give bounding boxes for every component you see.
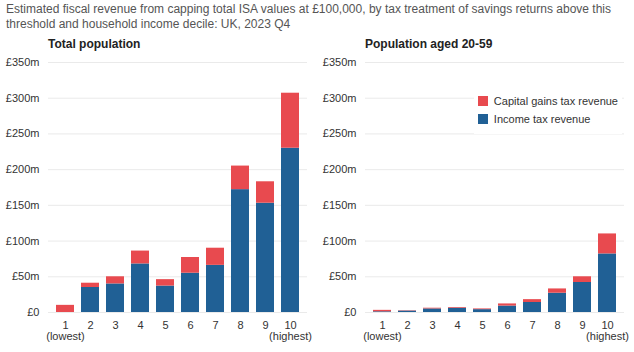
svg-text:£300m: £300m xyxy=(6,92,40,104)
html-text:Total population: Total population xyxy=(48,37,141,51)
svg-text:£100m: £100m xyxy=(323,235,357,247)
svg-text:£0: £0 xyxy=(344,306,356,318)
svg-text:3: 3 xyxy=(112,319,118,331)
svg-text:1(lowest): 1(lowest) xyxy=(46,319,85,342)
html-text:Population aged 20-59: Population aged 20-59 xyxy=(365,37,493,51)
svg-text:£350m: £350m xyxy=(6,56,40,68)
svg-text:1(lowest): 1(lowest) xyxy=(363,319,402,342)
svg-text:£150m: £150m xyxy=(6,199,40,211)
svg-text:6: 6 xyxy=(187,319,193,331)
svg-text:£350m: £350m xyxy=(323,56,357,68)
svg-text:3: 3 xyxy=(429,319,435,331)
html-text:Capital gains tax revenue: Capital gains tax revenue xyxy=(493,95,618,107)
svg-text:£0: £0 xyxy=(27,306,39,318)
svg-text:£300m: £300m xyxy=(323,92,357,104)
svg-text:8: 8 xyxy=(554,319,560,331)
svg-text:9: 9 xyxy=(262,319,268,331)
svg-text:5: 5 xyxy=(162,319,168,331)
svg-text:£50m: £50m xyxy=(12,270,40,282)
html-text:Estimated fiscal revenue from: Estimated fiscal revenue from capping to… xyxy=(6,2,611,31)
svg-text:£100m: £100m xyxy=(6,235,40,247)
svg-text:9: 9 xyxy=(579,319,585,331)
svg-text:8: 8 xyxy=(237,319,243,331)
svg-text:10(highest): 10(highest) xyxy=(269,319,312,342)
svg-text:4: 4 xyxy=(137,319,143,331)
svg-text:£150m: £150m xyxy=(323,199,357,211)
svg-text:10(highest): 10(highest) xyxy=(586,319,629,342)
svg-text:5: 5 xyxy=(479,319,485,331)
svg-text:4: 4 xyxy=(454,319,460,331)
svg-text:£250m: £250m xyxy=(323,127,357,139)
svg-text:£250m: £250m xyxy=(6,127,40,139)
svg-text:£50m: £50m xyxy=(329,270,357,282)
svg-text:2: 2 xyxy=(404,319,410,331)
svg-text:£200m: £200m xyxy=(6,163,40,175)
html-text:Income tax revenue: Income tax revenue xyxy=(493,113,591,125)
svg-text:6: 6 xyxy=(504,319,510,331)
svg-text:7: 7 xyxy=(529,319,535,331)
svg-text:7: 7 xyxy=(212,319,218,331)
svg-text:2: 2 xyxy=(87,319,93,331)
svg-text:£200m: £200m xyxy=(323,163,357,175)
